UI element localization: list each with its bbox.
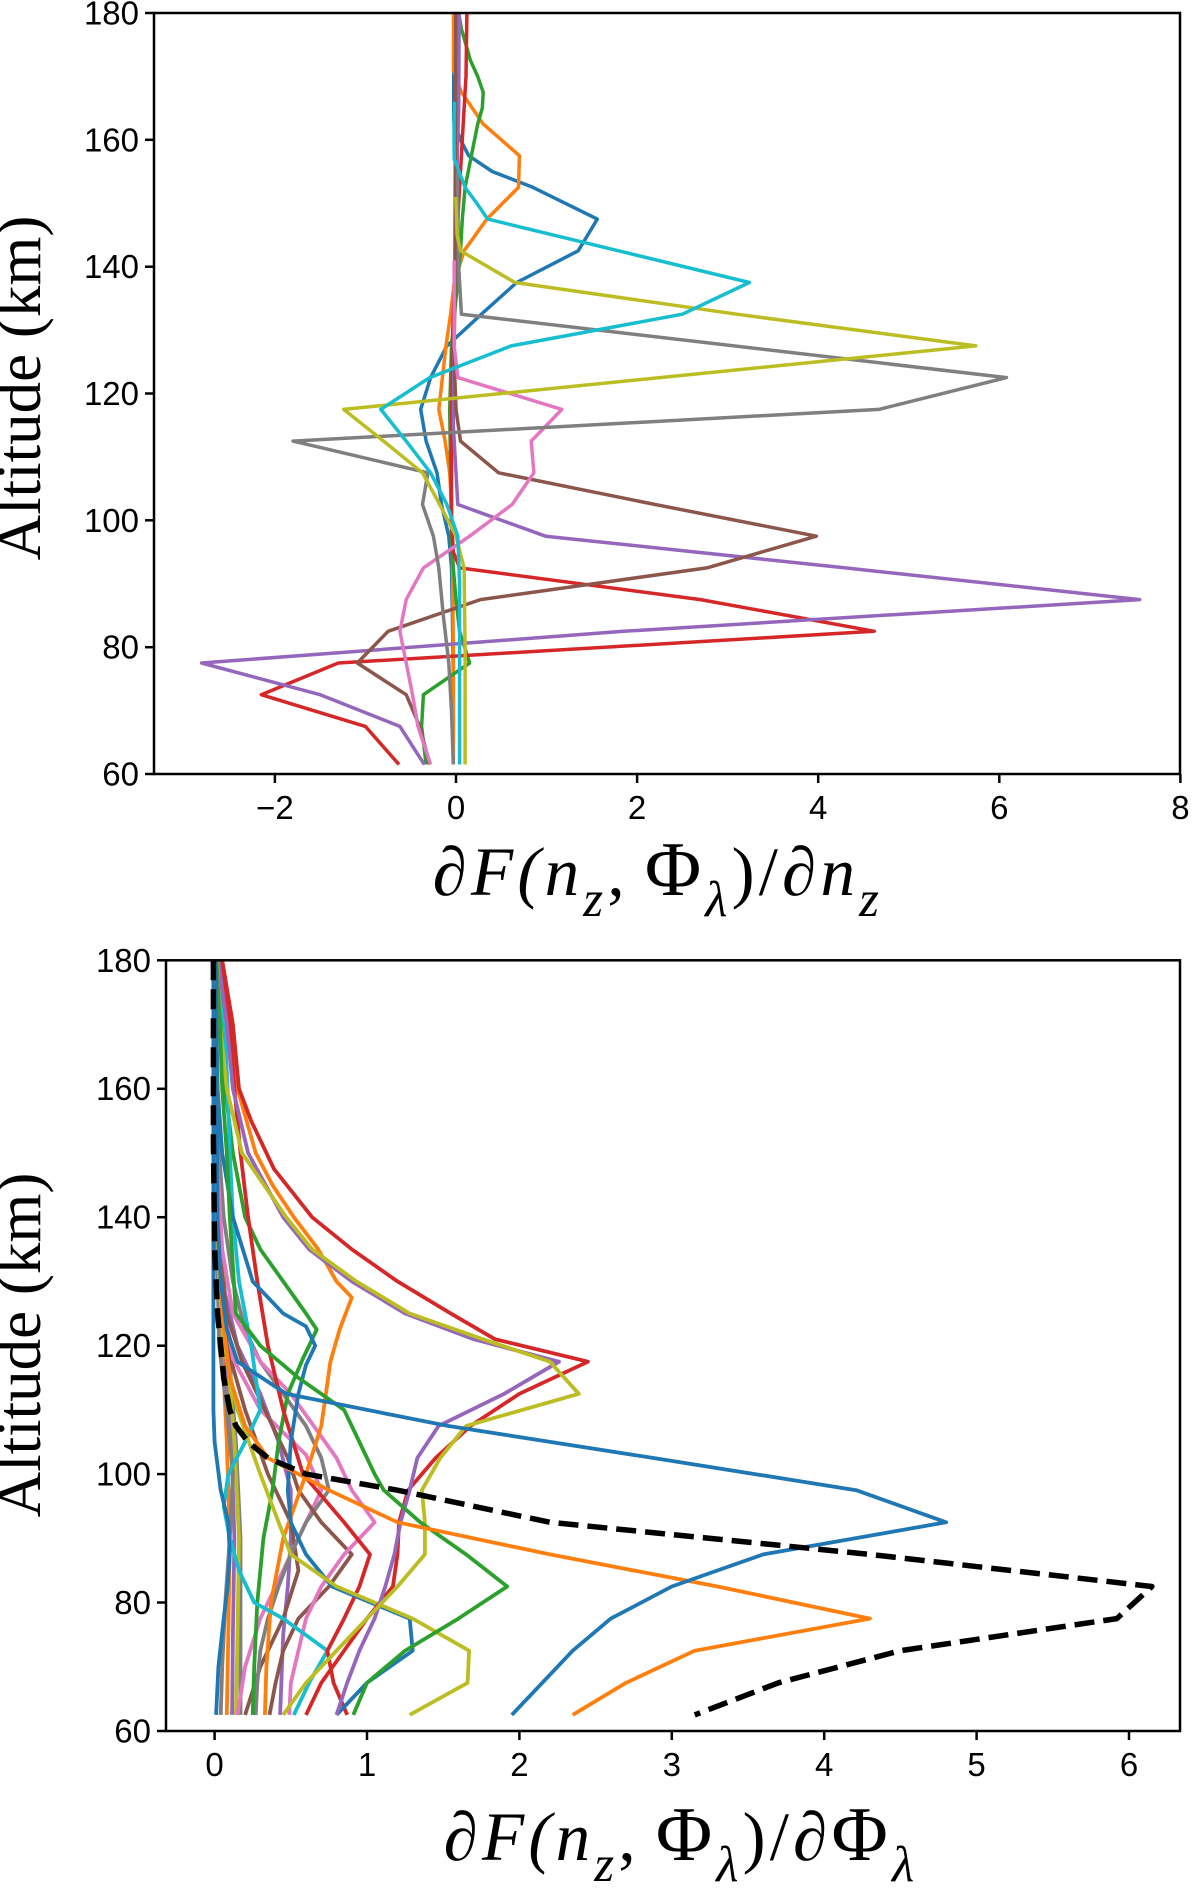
svg-text:100: 100 [96,1456,151,1493]
svg-text:100: 100 [84,502,139,539]
svg-text:−2: −2 [256,789,294,826]
svg-text:5: 5 [967,1746,985,1783]
svg-text:Altitude (km): Altitude (km) [0,1173,54,1518]
svg-text:80: 80 [114,1584,151,1621]
svg-text:0: 0 [447,789,465,826]
svg-text:140: 140 [96,1199,151,1236]
svg-text:6: 6 [990,789,1008,826]
svg-text:2: 2 [628,789,646,826]
svg-text:6: 6 [1120,1746,1138,1783]
svg-text:180: 180 [84,0,139,32]
svg-text:180: 180 [96,942,151,979]
svg-text:8: 8 [1171,789,1189,826]
svg-text:3: 3 [663,1746,681,1783]
svg-text:120: 120 [84,375,139,412]
svg-text:60: 60 [114,1713,151,1750]
svg-text:1: 1 [358,1746,376,1783]
svg-text:160: 160 [96,1070,151,1107]
svg-text:140: 140 [84,248,139,285]
svg-text:4: 4 [815,1746,833,1783]
svg-text:60: 60 [102,756,139,793]
svg-text:4: 4 [809,789,827,826]
svg-text:∂F(nz,Φλ)/∂nz: ∂F(nz, Φλ)/∂nz [433,826,883,928]
svg-text:160: 160 [84,121,139,158]
svg-text:2: 2 [510,1746,528,1783]
svg-text:∂F(nz,Φλ)/∂Φλ: ∂F(nz, Φλ)/∂Φλ [444,1791,918,1893]
svg-text:80: 80 [102,629,139,666]
svg-text:Altitude (km): Altitude (km) [0,216,54,561]
svg-text:120: 120 [96,1327,151,1364]
svg-text:0: 0 [205,1746,223,1783]
